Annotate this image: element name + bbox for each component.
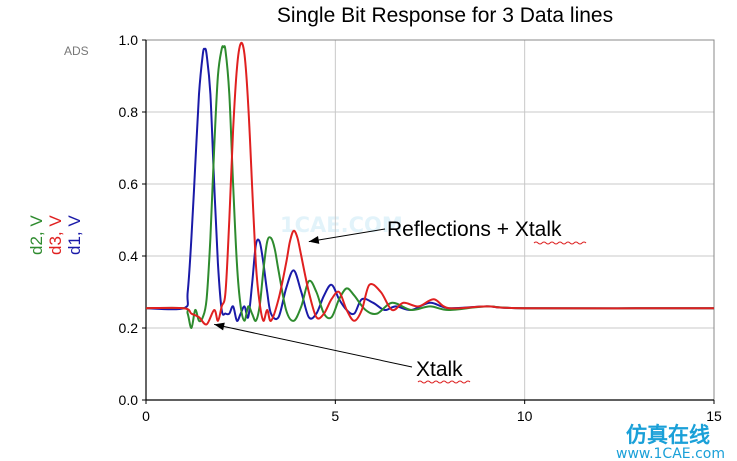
series-line-2: [145, 45, 715, 330]
annotation-xtalk-arrowhead: [214, 322, 225, 331]
watermark-footer-url: www.1CAE.com: [616, 446, 725, 461]
y-axis-label-d2: d2, V: [27, 215, 46, 255]
series-line-3: [145, 41, 715, 326]
y-axis-label-d3: d3, V: [46, 215, 65, 255]
x-tick-label-3: 15: [706, 408, 722, 424]
annotation-reflections: Reflections + Xtalk: [387, 218, 562, 241]
x-ticks: 0 5 10 15: [142, 400, 722, 424]
y-axis-label: d2, V d3, V d1, V: [27, 215, 84, 255]
watermark-footer-cn: 仿真在线: [626, 423, 710, 447]
y-tick-label-5: 1.0: [119, 32, 139, 48]
x-tick-label-0: 0: [142, 408, 150, 424]
y-tick-label-4: 0.8: [119, 104, 139, 120]
series-group: [145, 41, 715, 330]
y-axis-label-d1: d1, V: [65, 215, 84, 255]
annotation-reflections-underline: [533, 241, 587, 245]
y-tick-label-1: 0.2: [119, 320, 139, 336]
annotation-xtalk-arrow: [214, 323, 413, 368]
plot-frame: [145, 39, 715, 401]
annotation-reflections-arrow: [308, 228, 386, 243]
watermark-text: 1CAE.COM: [280, 213, 403, 237]
annotation-xtalk-underline: [417, 380, 471, 384]
x-tick-label-2: 10: [517, 408, 533, 424]
chart-title: Single Bit Response for 3 Data lines: [277, 4, 613, 27]
x-tick-label-1: 5: [331, 408, 339, 424]
annotations: Reflections + Xtalk Xtalk: [214, 218, 587, 384]
annotation-xtalk: Xtalk: [416, 358, 463, 381]
annotation-reflections-arrowhead: [308, 236, 320, 244]
grid-lines: [146, 40, 714, 400]
y-tick-label-2: 0.4: [119, 248, 139, 264]
software-label: ADS: [64, 44, 89, 58]
y-ticks: 0.0 0.2 0.4 0.6 0.8 1.0: [119, 32, 146, 408]
y-tick-label-0: 0.0: [119, 392, 139, 408]
y-tick-label-3: 0.6: [119, 176, 139, 192]
